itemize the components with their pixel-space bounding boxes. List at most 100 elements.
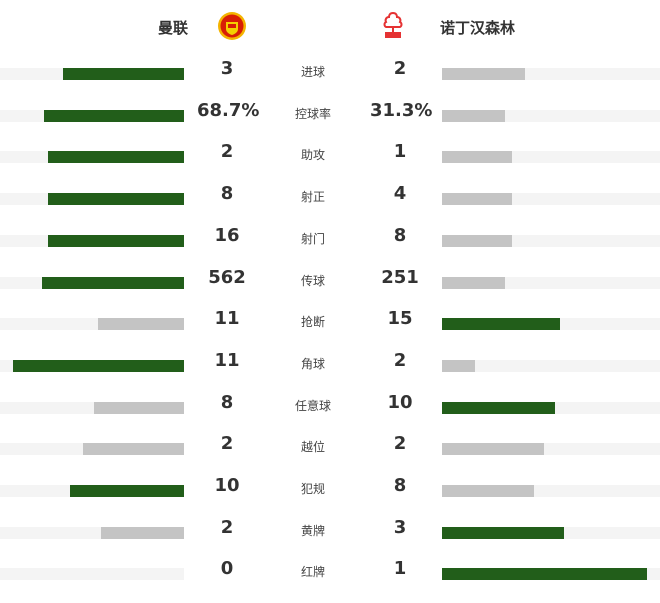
stat-label: 射正 <box>300 190 325 205</box>
away-bar-fill <box>442 109 506 122</box>
stat-row: 11 抢断 15 <box>0 308 660 332</box>
home-stat-value: 68.7% <box>197 99 260 121</box>
home-stat-value: 16 <box>214 224 240 246</box>
away-stat-value: 10 <box>387 391 413 413</box>
away-bar-track <box>442 234 660 247</box>
away-bar-track <box>442 276 660 289</box>
away-bar-track <box>442 359 660 372</box>
away-bar-fill <box>442 526 565 539</box>
stat-row: 8 任意球 10 <box>0 392 660 416</box>
away-stat-value: 4 <box>393 183 407 205</box>
home-bar-track <box>0 526 184 539</box>
away-bar-track <box>442 401 660 414</box>
away-bar-track <box>442 193 660 206</box>
home-bar-fill <box>82 443 184 456</box>
home-bar-fill <box>42 276 184 289</box>
home-bar-fill <box>69 485 184 497</box>
away-stat-value: 251 <box>381 266 419 288</box>
home-stat-value: 562 <box>208 266 246 288</box>
stat-row: 3 进球 2 <box>0 58 660 82</box>
home-bar-track <box>0 318 184 331</box>
away-bar-track <box>442 485 660 497</box>
home-stat-value: 2 <box>220 141 234 163</box>
away-bar-fill <box>442 359 475 372</box>
away-stat-value: 1 <box>393 141 407 163</box>
away-bar-track <box>442 109 660 122</box>
stat-label: 抢断 <box>300 315 325 330</box>
home-bar-track <box>0 68 184 80</box>
away-bar-track <box>442 443 660 456</box>
home-bar-fill <box>47 193 184 206</box>
away-bar-fill <box>442 68 525 80</box>
stat-label: 越位 <box>300 440 325 455</box>
stat-row: 562 传球 251 <box>0 267 660 291</box>
stat-row: 11 角球 2 <box>0 350 660 374</box>
stat-label: 射门 <box>300 231 325 246</box>
home-stat-value: 11 <box>214 349 240 371</box>
stat-row: 16 射门 8 <box>0 225 660 249</box>
away-bar-fill <box>442 151 512 164</box>
home-stat-value: 2 <box>220 433 234 455</box>
away-stat-value: 15 <box>387 308 413 330</box>
away-bar-track <box>442 526 660 539</box>
match-header: 曼联 诺丁汉森林 <box>0 0 660 55</box>
stat-row: 68.7% 控球率 31.3% <box>0 100 660 124</box>
stat-row: 0 红牌 1 <box>0 558 660 582</box>
home-bar-track <box>0 568 184 581</box>
home-bar-fill <box>47 234 184 247</box>
stat-label: 助攻 <box>300 148 325 163</box>
stat-label: 角球 <box>300 356 325 371</box>
home-stat-value: 8 <box>220 391 234 413</box>
away-bar-track <box>442 151 660 164</box>
stat-row: 2 助攻 1 <box>0 141 660 165</box>
away-bar-fill <box>442 276 506 289</box>
home-bar-fill <box>12 359 184 372</box>
home-stat-value: 8 <box>220 183 234 205</box>
away-bar-fill <box>442 443 545 456</box>
home-bar-fill <box>93 401 184 414</box>
home-bar-track <box>0 234 184 247</box>
away-bar-fill <box>442 193 512 206</box>
home-stat-value: 2 <box>220 516 234 538</box>
away-stat-value: 8 <box>393 475 407 496</box>
away-bar-track <box>442 318 660 331</box>
nottingham-forest-logo <box>383 11 403 38</box>
home-stat-value: 10 <box>214 475 240 496</box>
home-bar-fill <box>101 526 184 539</box>
away-bar-fill <box>442 234 512 247</box>
stat-row: 10 犯规 8 <box>0 475 660 499</box>
away-bar-track <box>442 68 660 80</box>
stat-row: 2 黄牌 3 <box>0 517 660 541</box>
away-bar-fill <box>442 485 534 497</box>
away-bar-fill <box>442 318 560 331</box>
away-bar-fill <box>442 401 556 414</box>
away-stat-value: 2 <box>393 58 407 79</box>
home-bar-fill <box>44 109 184 122</box>
stat-label: 进球 <box>300 65 325 79</box>
stat-row: 8 射正 4 <box>0 183 660 207</box>
away-stat-value: 3 <box>393 516 407 538</box>
manchester-united-logo <box>218 12 246 40</box>
away-bar-fill <box>442 568 647 581</box>
stat-row: 2 越位 2 <box>0 433 660 457</box>
home-stat-value: 3 <box>220 58 234 79</box>
stat-label: 控球率 <box>294 106 331 121</box>
home-bar-fill <box>62 68 184 80</box>
away-stat-value: 2 <box>393 433 407 455</box>
away-stat-value: 8 <box>393 224 407 246</box>
home-bar-fill <box>47 151 184 164</box>
away-bar-track <box>442 568 660 581</box>
home-bar-track <box>0 359 184 372</box>
stat-label: 红牌 <box>300 565 325 580</box>
home-bar-track <box>0 485 184 497</box>
home-bar-track <box>0 109 184 122</box>
home-team-name: 曼联 <box>158 19 189 37</box>
away-stat-value: 1 <box>393 558 407 580</box>
stat-label: 任意球 <box>294 398 331 413</box>
home-bar-track <box>0 443 184 456</box>
away-team-name: 诺丁汉森林 <box>440 19 516 37</box>
home-stat-value: 11 <box>214 308 240 330</box>
stat-label: 黄牌 <box>300 523 325 538</box>
home-bar-track <box>0 151 184 164</box>
home-bar-track <box>0 276 184 289</box>
